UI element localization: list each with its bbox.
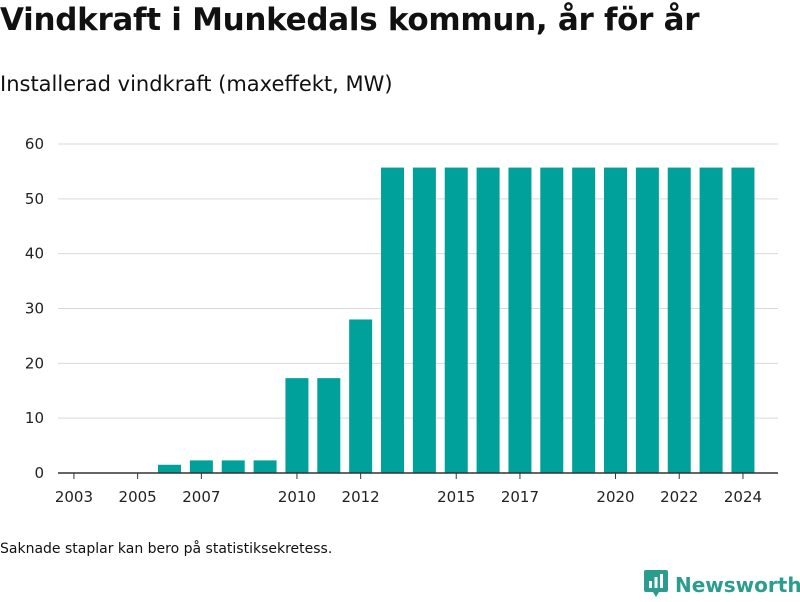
x-tick-label: 2020 [596, 488, 634, 506]
bar-2024[interactable] [731, 167, 755, 473]
bar-chart: 0 10 20 30 40 50 60 2003 2005 2007 2010 2012 2015 201… [25, 135, 778, 506]
x-tick-label: 2005 [119, 488, 157, 506]
chart-title: Vindkraft i Munkedals kommun, år för år [0, 2, 700, 38]
bar-2006[interactable] [158, 464, 182, 473]
x-tick-label: 2024 [724, 488, 762, 506]
bar-2023[interactable] [699, 167, 723, 473]
y-tick-label: 60 [25, 135, 44, 153]
bar-2015[interactable] [444, 167, 468, 473]
y-tick-label: 40 [25, 245, 44, 263]
footnote: Saknade staplar kan bero på statistiksek… [0, 541, 333, 557]
x-tick-label: 2007 [182, 488, 220, 506]
bar-2019[interactable] [572, 167, 596, 473]
x-tick-label: 2003 [55, 488, 93, 506]
brand-name: Newsworthy [675, 573, 800, 597]
bar-2007[interactable] [189, 460, 213, 473]
bar-2018[interactable] [540, 167, 564, 473]
bars [158, 167, 755, 473]
bar-2016[interactable] [476, 167, 500, 473]
newsworthy-logo-icon [643, 568, 669, 602]
bar-2010[interactable] [285, 378, 309, 473]
axes: 0 10 20 30 40 50 60 2003 2005 2007 2010 2012 2015 201… [25, 135, 778, 506]
brand-logo[interactable]: Newsworthy [643, 568, 800, 602]
y-tick-label: 50 [25, 190, 44, 208]
x-tick-label: 2012 [342, 488, 380, 506]
bar-2020[interactable] [604, 167, 628, 473]
bar-2021[interactable] [635, 167, 659, 473]
x-tick-label: 2017 [501, 488, 539, 506]
x-tick-label: 2015 [437, 488, 475, 506]
bar-2012[interactable] [349, 319, 373, 473]
x-tick-label: 2010 [278, 488, 316, 506]
chart-subtitle: Installerad vindkraft (maxeffekt, MW) [0, 72, 393, 96]
bar-2013[interactable] [381, 167, 405, 473]
bar-2017[interactable] [508, 167, 532, 473]
y-tick-label: 10 [25, 409, 44, 427]
x-tick-label: 2022 [660, 488, 698, 506]
y-tick-label: 20 [25, 354, 44, 372]
bar-2008[interactable] [221, 460, 245, 473]
bar-2014[interactable] [412, 167, 436, 473]
y-tick-label: 30 [25, 300, 44, 318]
bar-2022[interactable] [667, 167, 691, 473]
bar-2011[interactable] [317, 378, 341, 473]
y-tick-label: 0 [34, 464, 44, 482]
bar-2009[interactable] [253, 460, 277, 473]
